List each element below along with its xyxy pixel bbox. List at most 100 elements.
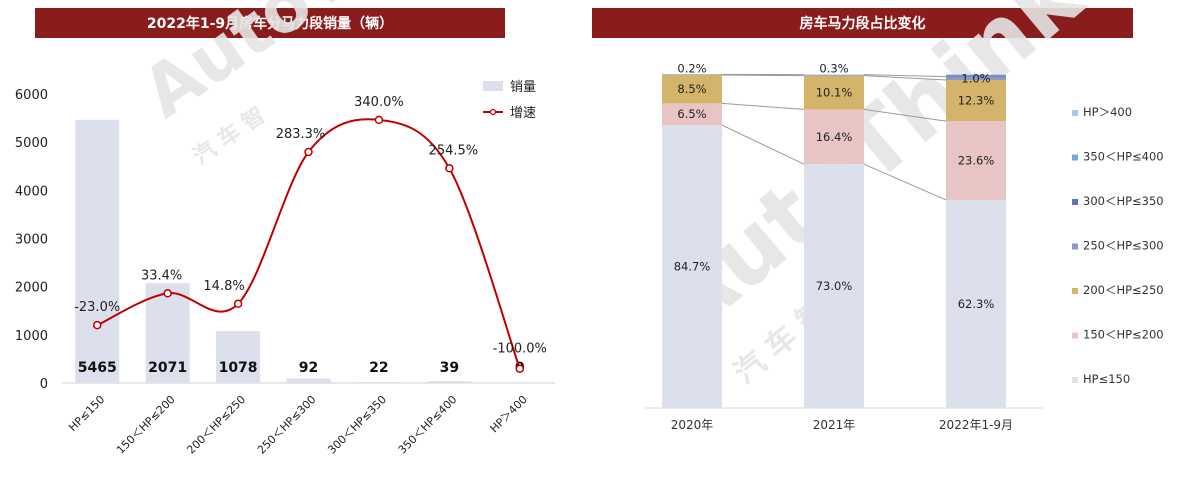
connector-line bbox=[863, 75, 947, 81]
legend-bar-label: 销量 bbox=[510, 80, 536, 95]
legend-bar-swatch bbox=[483, 81, 503, 91]
connector-line bbox=[863, 108, 947, 122]
segment-label: 0.2% bbox=[677, 61, 706, 75]
connector-line bbox=[721, 124, 805, 165]
growth-value-label: 254.5% bbox=[429, 143, 479, 158]
segment-label: 16.4% bbox=[816, 130, 853, 144]
legend-label: 300＜HP≤350 bbox=[1083, 194, 1164, 208]
legend-swatch bbox=[1072, 110, 1078, 116]
growth-point-4 bbox=[374, 115, 384, 125]
connector-line bbox=[863, 163, 947, 201]
growth-point-2 bbox=[233, 299, 243, 309]
y-tick-label: 2000 bbox=[15, 281, 48, 296]
growth-point-0 bbox=[92, 320, 102, 330]
y-tick-label: 3000 bbox=[15, 233, 48, 248]
stack-seg-1-0 bbox=[662, 103, 722, 126]
legend-line-marker bbox=[489, 108, 497, 116]
bar-5 bbox=[427, 381, 472, 383]
left-chart: 0 1000 2000 3000 4000 5000 6000 5465 HP≤150 2071 1… bbox=[15, 80, 555, 457]
bar-1 bbox=[145, 283, 190, 383]
segment-label: 12.3% bbox=[958, 94, 995, 108]
stack-seg-2-2 bbox=[946, 80, 1006, 122]
bar-value-label: 5465 bbox=[78, 360, 117, 376]
growth-point-3 bbox=[304, 147, 313, 157]
svg-text:AutoThinker: AutoThinker bbox=[128, 0, 572, 134]
bar-value-label: 22 bbox=[369, 360, 388, 376]
connector-line bbox=[863, 74, 947, 78]
y-tick-label: 5000 bbox=[15, 136, 48, 151]
y-tick-label: 6000 bbox=[15, 88, 48, 103]
segment-label: 62.3% bbox=[958, 297, 995, 311]
watermark-left: AutoThinker 汽 车 智 bbox=[128, 0, 572, 170]
stack-seg-3-0 bbox=[662, 74, 722, 76]
segment-label: 8.5% bbox=[677, 82, 706, 96]
x-category-label: 250＜HP≤300 bbox=[255, 393, 319, 457]
growth-point-1 bbox=[163, 289, 172, 298]
segment-label: 6.5% bbox=[677, 107, 706, 121]
growth-value-label: -23.0% bbox=[74, 300, 120, 315]
y-tick-label: 4000 bbox=[15, 184, 48, 199]
bar-2 bbox=[216, 331, 261, 383]
x-category-label: 300＜HP≤350 bbox=[325, 393, 389, 457]
legend-swatch bbox=[1072, 199, 1078, 205]
right-chart-title: 房车马力段占比变化 bbox=[592, 8, 1133, 38]
bar-value-label: 1078 bbox=[219, 360, 258, 376]
x-category-label: 2021年 bbox=[813, 418, 856, 432]
legend-swatch bbox=[1072, 332, 1078, 339]
growth-point-5 bbox=[445, 164, 454, 173]
legend-swatch bbox=[1072, 288, 1078, 294]
bar-0 bbox=[75, 119, 120, 383]
legend-line-label: 增速 bbox=[510, 106, 536, 121]
stack-seg-3-1 bbox=[804, 74, 864, 76]
connector-line bbox=[721, 74, 805, 77]
stack-seg-0-1 bbox=[804, 164, 864, 408]
x-category-label: 150＜HP≤200 bbox=[114, 393, 178, 457]
legend-label: 200＜HP≤250 bbox=[1083, 283, 1164, 297]
right-chart: 2020年 2021年 2022年1-9月 84.7% 6.5% 8.5% 0.2% 73.0… bbox=[645, 61, 1164, 432]
legend-swatch bbox=[1072, 154, 1078, 161]
legend-label: 250＜HP≤300 bbox=[1083, 239, 1164, 253]
bar-value-label: 39 bbox=[440, 360, 459, 376]
x-category-label: HP＞400 bbox=[488, 393, 530, 435]
y-tick-label: 0 bbox=[40, 377, 48, 392]
x-category-label: 2022年1-9月 bbox=[939, 418, 1013, 432]
growth-value-label: 283.3% bbox=[276, 127, 326, 142]
x-category-label: HP≤150 bbox=[66, 393, 107, 434]
stack-seg-5-2 bbox=[946, 74, 1006, 76]
segment-label: 10.1% bbox=[816, 86, 853, 100]
bar-value-label: 2071 bbox=[148, 360, 187, 376]
x-category-label: 2020年 bbox=[671, 418, 714, 432]
stack-seg-0-2 bbox=[946, 199, 1006, 408]
segment-label: 84.7% bbox=[674, 260, 711, 274]
stack-seg-0-0 bbox=[662, 125, 722, 409]
legend-label: 350＜HP≤400 bbox=[1083, 150, 1164, 164]
growth-value-label: 14.8% bbox=[203, 279, 244, 294]
legend-swatch bbox=[1072, 377, 1078, 383]
legend-label: HP≤150 bbox=[1083, 372, 1130, 386]
y-tick-label: 1000 bbox=[15, 329, 48, 344]
left-chart-title: 2022年1-9月房车分马力段销量（辆） bbox=[35, 8, 505, 38]
stack-seg-4-2 bbox=[946, 75, 1006, 77]
bar-4 bbox=[356, 381, 401, 383]
growth-value-label: -100.0% bbox=[493, 342, 547, 357]
growth-value-label: 33.4% bbox=[141, 268, 182, 283]
segment-label: 23.6% bbox=[958, 154, 995, 168]
stack-seg-2-0 bbox=[662, 75, 722, 104]
x-category-label: 350＜HP≤400 bbox=[396, 393, 460, 457]
legend-label: 150＜HP≤200 bbox=[1083, 328, 1164, 342]
segment-label: 0.3% bbox=[819, 62, 848, 76]
connector-line bbox=[721, 102, 805, 110]
stack-seg-1-2 bbox=[946, 121, 1006, 200]
legend-label: HP＞400 bbox=[1083, 105, 1132, 119]
bar-3 bbox=[286, 378, 331, 383]
growth-value-label: 340.0% bbox=[354, 95, 404, 110]
segment-label: 73.0% bbox=[816, 279, 853, 293]
x-category-label: 200＜HP≤250 bbox=[184, 393, 248, 457]
stack-seg-1-1 bbox=[804, 109, 864, 165]
growth-point-6 bbox=[515, 364, 525, 373]
stack-seg-3-2 bbox=[946, 76, 1006, 81]
stack-seg-2-1 bbox=[804, 75, 864, 110]
segment-label: 1.0% bbox=[961, 72, 990, 86]
bar-value-label: 92 bbox=[299, 360, 318, 376]
